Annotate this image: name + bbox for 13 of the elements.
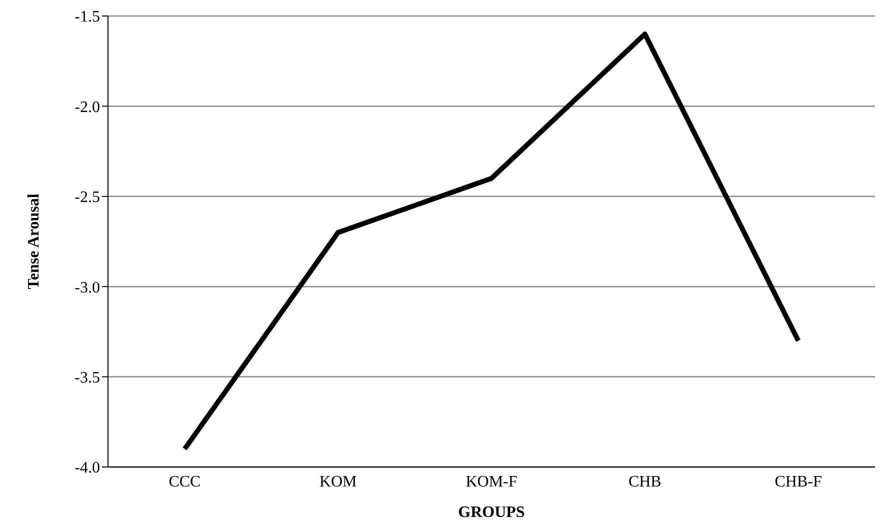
y-tick-label: -1.5: [74, 8, 100, 26]
x-tick-label: CHB: [628, 473, 662, 490]
y-axis-title: Tense Arousal: [26, 193, 43, 290]
y-tick-label: -3.0: [74, 279, 100, 296]
x-tick-label: KOM-F: [466, 473, 518, 490]
x-tick-label: CCC: [168, 473, 201, 490]
x-tick-label: KOM: [319, 473, 357, 490]
y-tick-label: -4.0: [74, 460, 100, 477]
y-tick-label: -2.0: [74, 98, 100, 116]
y-tick-label: -2.5: [74, 189, 100, 206]
x-axis-title: GROUPS: [458, 504, 525, 521]
y-tick-label: -3.5: [74, 369, 100, 386]
x-tick-label: CHB-F: [774, 473, 822, 490]
